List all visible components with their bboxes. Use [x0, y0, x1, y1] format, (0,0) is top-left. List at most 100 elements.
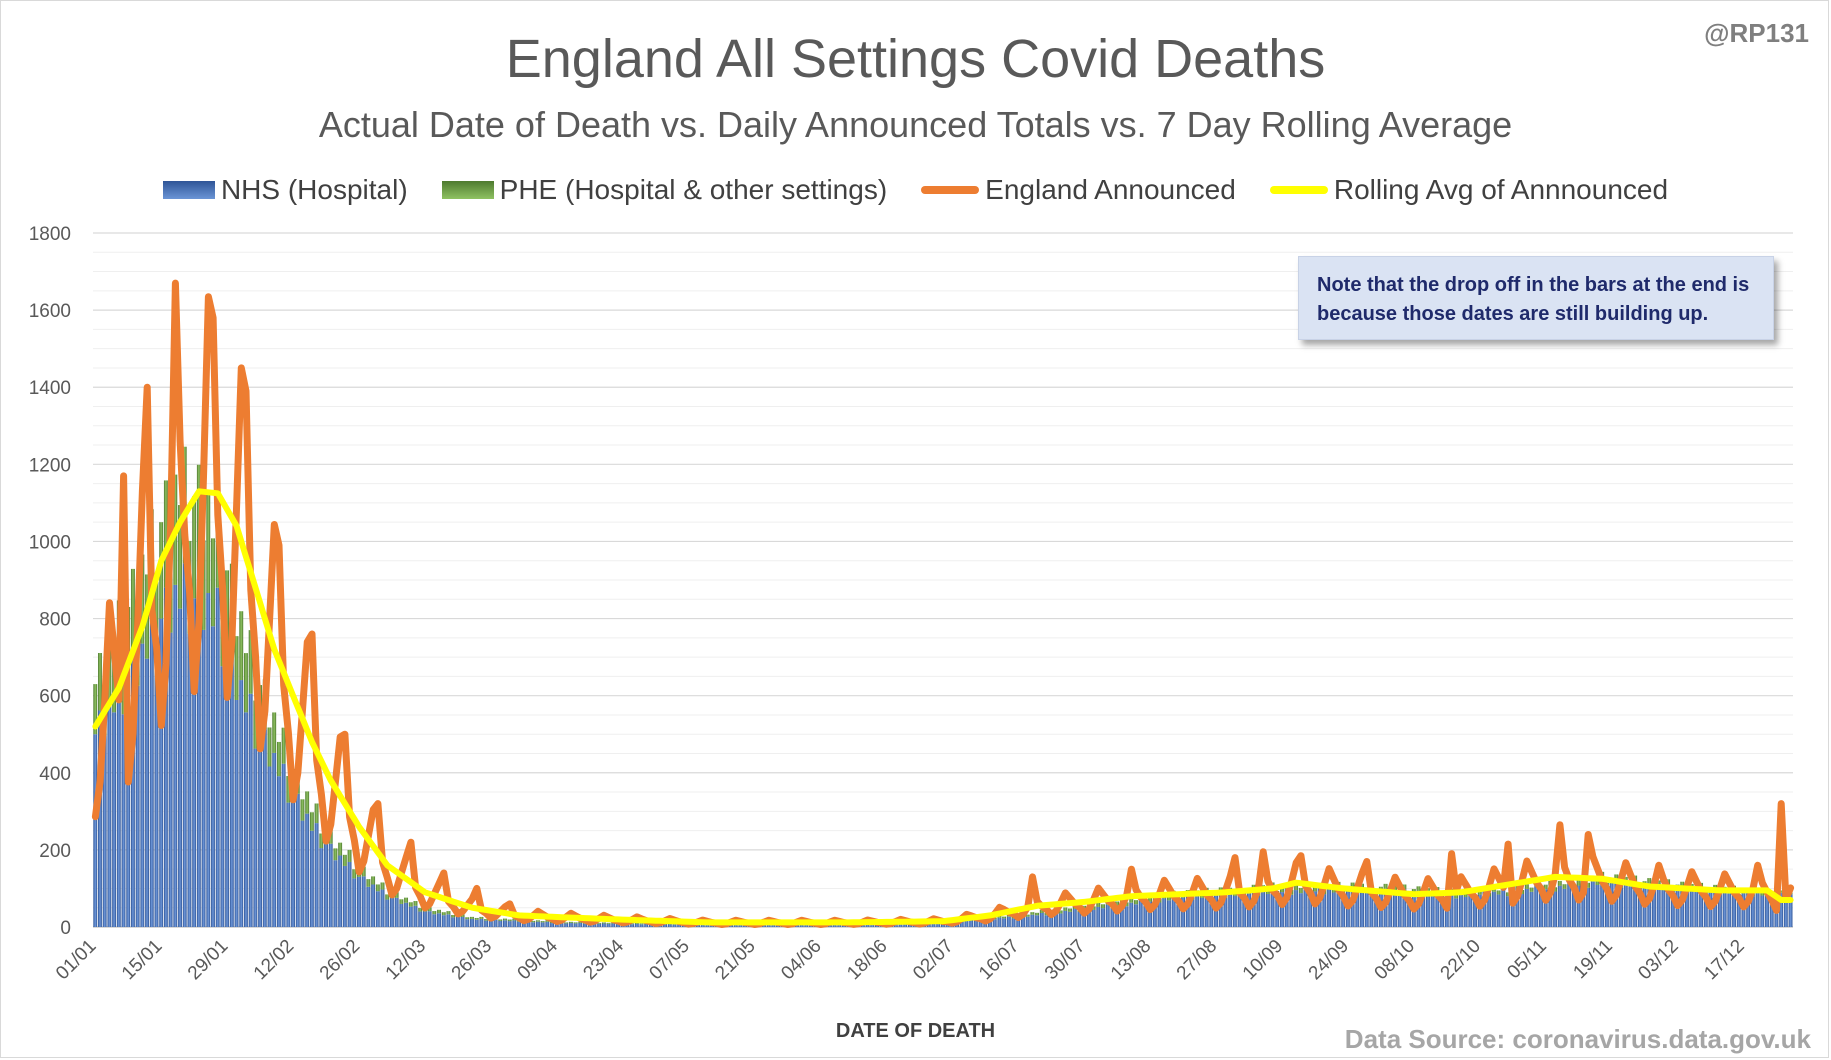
bar-nhs — [1477, 894, 1482, 927]
bar-nhs — [1788, 894, 1793, 927]
bar-nhs — [1510, 891, 1515, 927]
bar-nhs — [1623, 882, 1628, 927]
bar-nhs — [898, 924, 903, 927]
bar-phe — [1713, 884, 1718, 889]
bar-nhs — [502, 920, 507, 927]
bar-nhs — [1732, 889, 1736, 927]
bar-nhs — [220, 666, 225, 927]
bar-phe — [1035, 912, 1040, 916]
bar-nhs — [1218, 892, 1223, 927]
bar-nhs — [1628, 886, 1633, 927]
bar-phe — [484, 919, 489, 921]
x-tick-label: 22/10 — [1437, 936, 1485, 984]
bar-nhs — [1717, 894, 1722, 927]
bar-phe — [432, 911, 437, 915]
bar-phe — [178, 505, 182, 609]
bar-nhs — [1157, 902, 1162, 927]
bar-nhs — [1261, 891, 1266, 927]
bar-nhs — [893, 925, 898, 927]
bar-phe — [1350, 882, 1355, 888]
y-tick-label: 1800 — [29, 224, 71, 245]
bar-nhs — [1746, 890, 1751, 927]
bar-nhs — [860, 925, 865, 927]
bar-nhs — [1458, 894, 1463, 927]
bar-phe — [1134, 900, 1138, 905]
bar-phe — [568, 921, 573, 924]
bar-nhs — [1586, 887, 1591, 927]
bar-nhs — [1011, 918, 1016, 927]
bar-nhs — [1713, 888, 1718, 927]
bar-phe — [1454, 894, 1459, 899]
bar-nhs — [1044, 915, 1049, 927]
bar-nhs — [262, 729, 267, 927]
bar-phe — [502, 918, 507, 921]
bar-nhs — [1633, 881, 1638, 927]
bar-nhs — [347, 861, 352, 927]
series-line-announced — [91, 279, 1795, 928]
bar-phe — [1647, 878, 1652, 884]
bar-nhs — [564, 923, 569, 927]
bar-phe — [371, 876, 376, 885]
x-tick-label: 24/09 — [1305, 936, 1353, 984]
y-tick-label: 200 — [39, 841, 71, 862]
bar-nhs — [206, 593, 211, 927]
bar-nhs — [1524, 888, 1529, 927]
bar-nhs — [1284, 889, 1289, 927]
bar-nhs — [1021, 915, 1025, 927]
bar-nhs — [300, 820, 305, 927]
legend-item-rolling: Rolling Avg of Annnounced — [1269, 174, 1668, 206]
note-box: Note that the drop off in the bars at th… — [1298, 256, 1774, 340]
bar-phe — [1091, 906, 1096, 910]
bar-nhs — [1280, 892, 1284, 927]
bar-phe — [1039, 910, 1044, 914]
bar-phe — [276, 741, 281, 777]
bar-nhs — [1534, 886, 1539, 927]
bar-nhs — [870, 925, 875, 927]
bar-phe — [1360, 883, 1364, 889]
bar-nhs — [1077, 912, 1082, 927]
bar-nhs — [1491, 891, 1496, 927]
bar-nhs — [663, 924, 668, 927]
bar-nhs — [696, 925, 700, 927]
bar-nhs — [705, 925, 710, 927]
legend-item-announced: England Announced — [921, 174, 1236, 206]
bar-phe — [206, 493, 211, 594]
bar-nhs — [630, 924, 635, 927]
bar-nhs — [1162, 898, 1167, 927]
bar-nhs — [1364, 891, 1369, 927]
x-tick-label: 15/01 — [118, 936, 166, 984]
author-handle: @RP131 — [1704, 18, 1809, 48]
bar-phe — [140, 554, 145, 644]
bar-nhs — [107, 700, 112, 927]
bar-phe — [451, 914, 456, 918]
bar-phe — [1553, 887, 1558, 892]
bar-nhs — [1082, 909, 1087, 927]
bar-nhs — [366, 886, 371, 927]
bar-nhs — [827, 925, 832, 927]
x-tick-label: 26/03 — [448, 936, 496, 984]
bar-nhs — [1407, 896, 1412, 927]
bar-phe — [192, 496, 197, 599]
bar-nhs — [342, 865, 347, 927]
bar-nhs — [1769, 898, 1774, 927]
bar-nhs — [243, 712, 248, 927]
bar-nhs — [211, 626, 215, 927]
bar-nhs — [1105, 904, 1110, 927]
bar-nhs — [606, 923, 611, 927]
bar-phe — [319, 833, 324, 849]
bar-nhs — [1501, 889, 1506, 927]
bar-phe — [1063, 907, 1068, 911]
bar-phe — [163, 480, 168, 588]
bar-phe — [1002, 916, 1007, 919]
legend: NHS (Hospital) PHE (Hospital & other set… — [0, 174, 1831, 206]
x-tick-label: 26/02 — [316, 936, 364, 984]
bar-nhs — [1652, 890, 1656, 927]
bar-nhs — [1251, 890, 1256, 927]
bar-phe — [1280, 886, 1284, 893]
bar-nhs — [1656, 885, 1661, 927]
bar-nhs — [804, 925, 809, 927]
bar-nhs — [672, 924, 677, 927]
bar-nhs — [634, 923, 639, 927]
bar-nhs — [1091, 909, 1096, 927]
bar-phe — [404, 897, 409, 903]
